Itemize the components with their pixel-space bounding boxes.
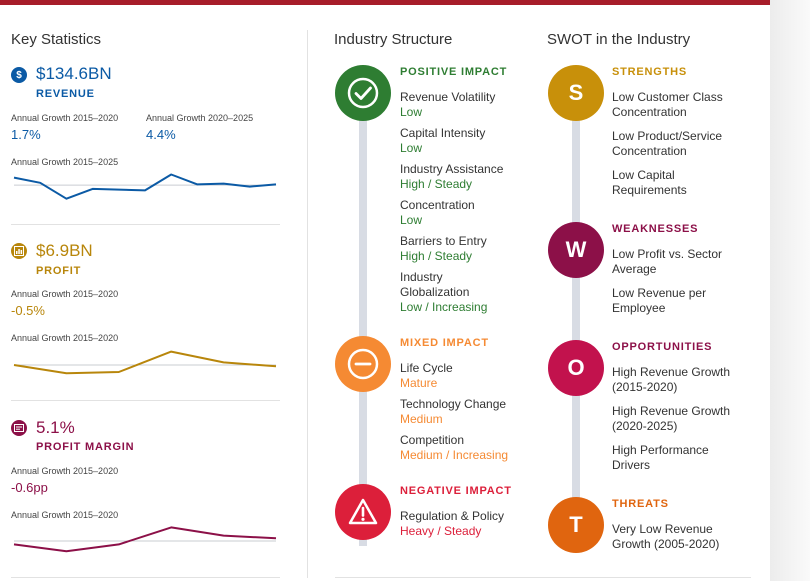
threats-heading: THREATS: [612, 498, 669, 510]
threats-badge: T: [548, 497, 604, 553]
revenue-growth2-value: 4.4%: [146, 127, 176, 142]
structure-item-name: Capital Intensity: [400, 126, 486, 140]
negative-impact-heading: NEGATIVE IMPACT: [400, 485, 512, 497]
swot-item: Low Profit vs. Sector Average: [612, 247, 723, 276]
swot-item: Low Customer Class Concentration: [612, 90, 723, 119]
profit-label: PROFIT: [36, 265, 82, 277]
positive-impact-heading: POSITIVE IMPACT: [400, 66, 508, 78]
revenue-label: REVENUE: [36, 88, 95, 100]
structure-item-value: Medium: [400, 412, 443, 426]
column-divider: [307, 30, 308, 578]
weaknesses-badge: W: [548, 222, 604, 278]
margin-card-icon: [11, 420, 27, 436]
impact-track: [359, 88, 367, 546]
swot-item: High Revenue Growth (2015-2020): [612, 365, 731, 394]
top-accent-bar: [0, 0, 772, 5]
swot-track: [572, 92, 580, 542]
profit-margin-label: PROFIT MARGIN: [36, 441, 135, 453]
strengths-badge: S: [548, 65, 604, 121]
weaknesses-heading: WEAKNESSES: [612, 223, 699, 235]
opportunities-badge: O: [548, 340, 604, 396]
profit-growth-value: -0.5%: [11, 303, 45, 318]
opportunities-heading: OPPORTUNITIES: [612, 341, 713, 353]
profit-value: $6.9BN: [36, 241, 93, 260]
structure-item-value: Low: [400, 213, 423, 227]
structure-item-value: Mature: [400, 376, 438, 390]
profit-chart-label: Annual Growth 2015–2020: [11, 333, 119, 343]
industry-structure-title: Industry Structure: [334, 31, 453, 48]
swot-item: Low Product/Service Concentration: [612, 129, 723, 158]
divider: [335, 577, 751, 578]
structure-item-name: Revenue Volatility: [400, 90, 496, 104]
structure-item-value: Low / Increasing: [400, 300, 488, 314]
warning-triangle-icon: [335, 484, 391, 540]
structure-item-value: Low: [400, 105, 423, 119]
sparkline-series: [13, 526, 277, 553]
check-circle-icon: [335, 65, 391, 121]
revenue-growth2-label: Annual Growth 2020–2025: [146, 113, 254, 123]
divider: [11, 400, 280, 401]
structure-item-name: Regulation & Policy: [400, 509, 505, 523]
swot-item: High Performance Drivers: [612, 443, 709, 472]
swot-title: SWOT in the Industry: [547, 31, 691, 48]
swot-item: Low Capital Requirements: [612, 168, 687, 197]
structure-item-name: Barriers to Entry: [400, 234, 487, 248]
profit-margin-growth-label: Annual Growth 2015–2020: [11, 466, 119, 476]
structure-item-name: Industry Globalization: [400, 270, 470, 299]
sparkline-series: [13, 173, 277, 200]
chart-box-icon: [11, 243, 27, 259]
profit-growth-label: Annual Growth 2015–2020: [11, 289, 119, 299]
dollar-icon: $: [11, 67, 27, 83]
structure-item-name: Industry Assistance: [400, 162, 504, 176]
revenue-sparkline: [13, 173, 277, 200]
mixed-impact-heading: MIXED IMPACT: [400, 337, 489, 349]
divider: [11, 577, 280, 578]
profit-margin-growth-value: -0.6pp: [11, 480, 48, 495]
structure-item-value: Heavy / Steady: [400, 524, 482, 538]
structure-item-value: Medium / Increasing: [400, 448, 509, 462]
revenue-growth1-value: 1.7%: [11, 127, 41, 142]
page-edge-shadow: [770, 0, 810, 581]
structure-item-name: Concentration: [400, 198, 475, 212]
swot-item: Very Low Revenue Growth (2005-2020): [612, 522, 720, 551]
profit-margin-sparkline: [13, 526, 277, 553]
revenue-value: $134.6BN: [36, 64, 112, 83]
structure-item-value: Low: [400, 141, 423, 155]
structure-item-name: Technology Change: [400, 397, 507, 411]
revenue-chart-label: Annual Growth 2015–2025: [11, 157, 119, 167]
profit-margin-chart-label: Annual Growth 2015–2020: [11, 510, 119, 520]
strengths-heading: STRENGTHS: [612, 66, 688, 78]
structure-item-name: Life Cycle: [400, 361, 453, 375]
swot-item: High Revenue Growth (2020-2025): [612, 404, 731, 433]
swot-item: Low Revenue per Employee: [612, 286, 707, 315]
structure-item-value: High / Steady: [400, 177, 473, 191]
sparkline-series: [13, 350, 277, 375]
revenue-growth1-label: Annual Growth 2015–2020: [11, 113, 119, 123]
structure-item-value: High / Steady: [400, 249, 473, 263]
minus-circle-icon: [335, 336, 391, 392]
profit-margin-value: 5.1%: [36, 418, 75, 437]
key-statistics-title: Key Statistics: [11, 31, 102, 48]
divider: [11, 224, 280, 225]
structure-item-name: Competition: [400, 433, 465, 447]
profit-sparkline: [13, 350, 277, 375]
